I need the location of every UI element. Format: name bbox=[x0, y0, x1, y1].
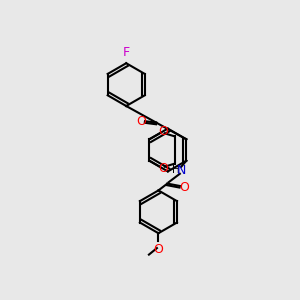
Text: O: O bbox=[136, 115, 146, 128]
Text: O: O bbox=[158, 125, 168, 138]
Text: H: H bbox=[172, 165, 180, 175]
Text: O: O bbox=[179, 181, 189, 194]
Text: F: F bbox=[123, 46, 130, 59]
Text: N: N bbox=[177, 164, 187, 177]
Text: O: O bbox=[158, 162, 168, 175]
Text: O: O bbox=[154, 243, 164, 256]
